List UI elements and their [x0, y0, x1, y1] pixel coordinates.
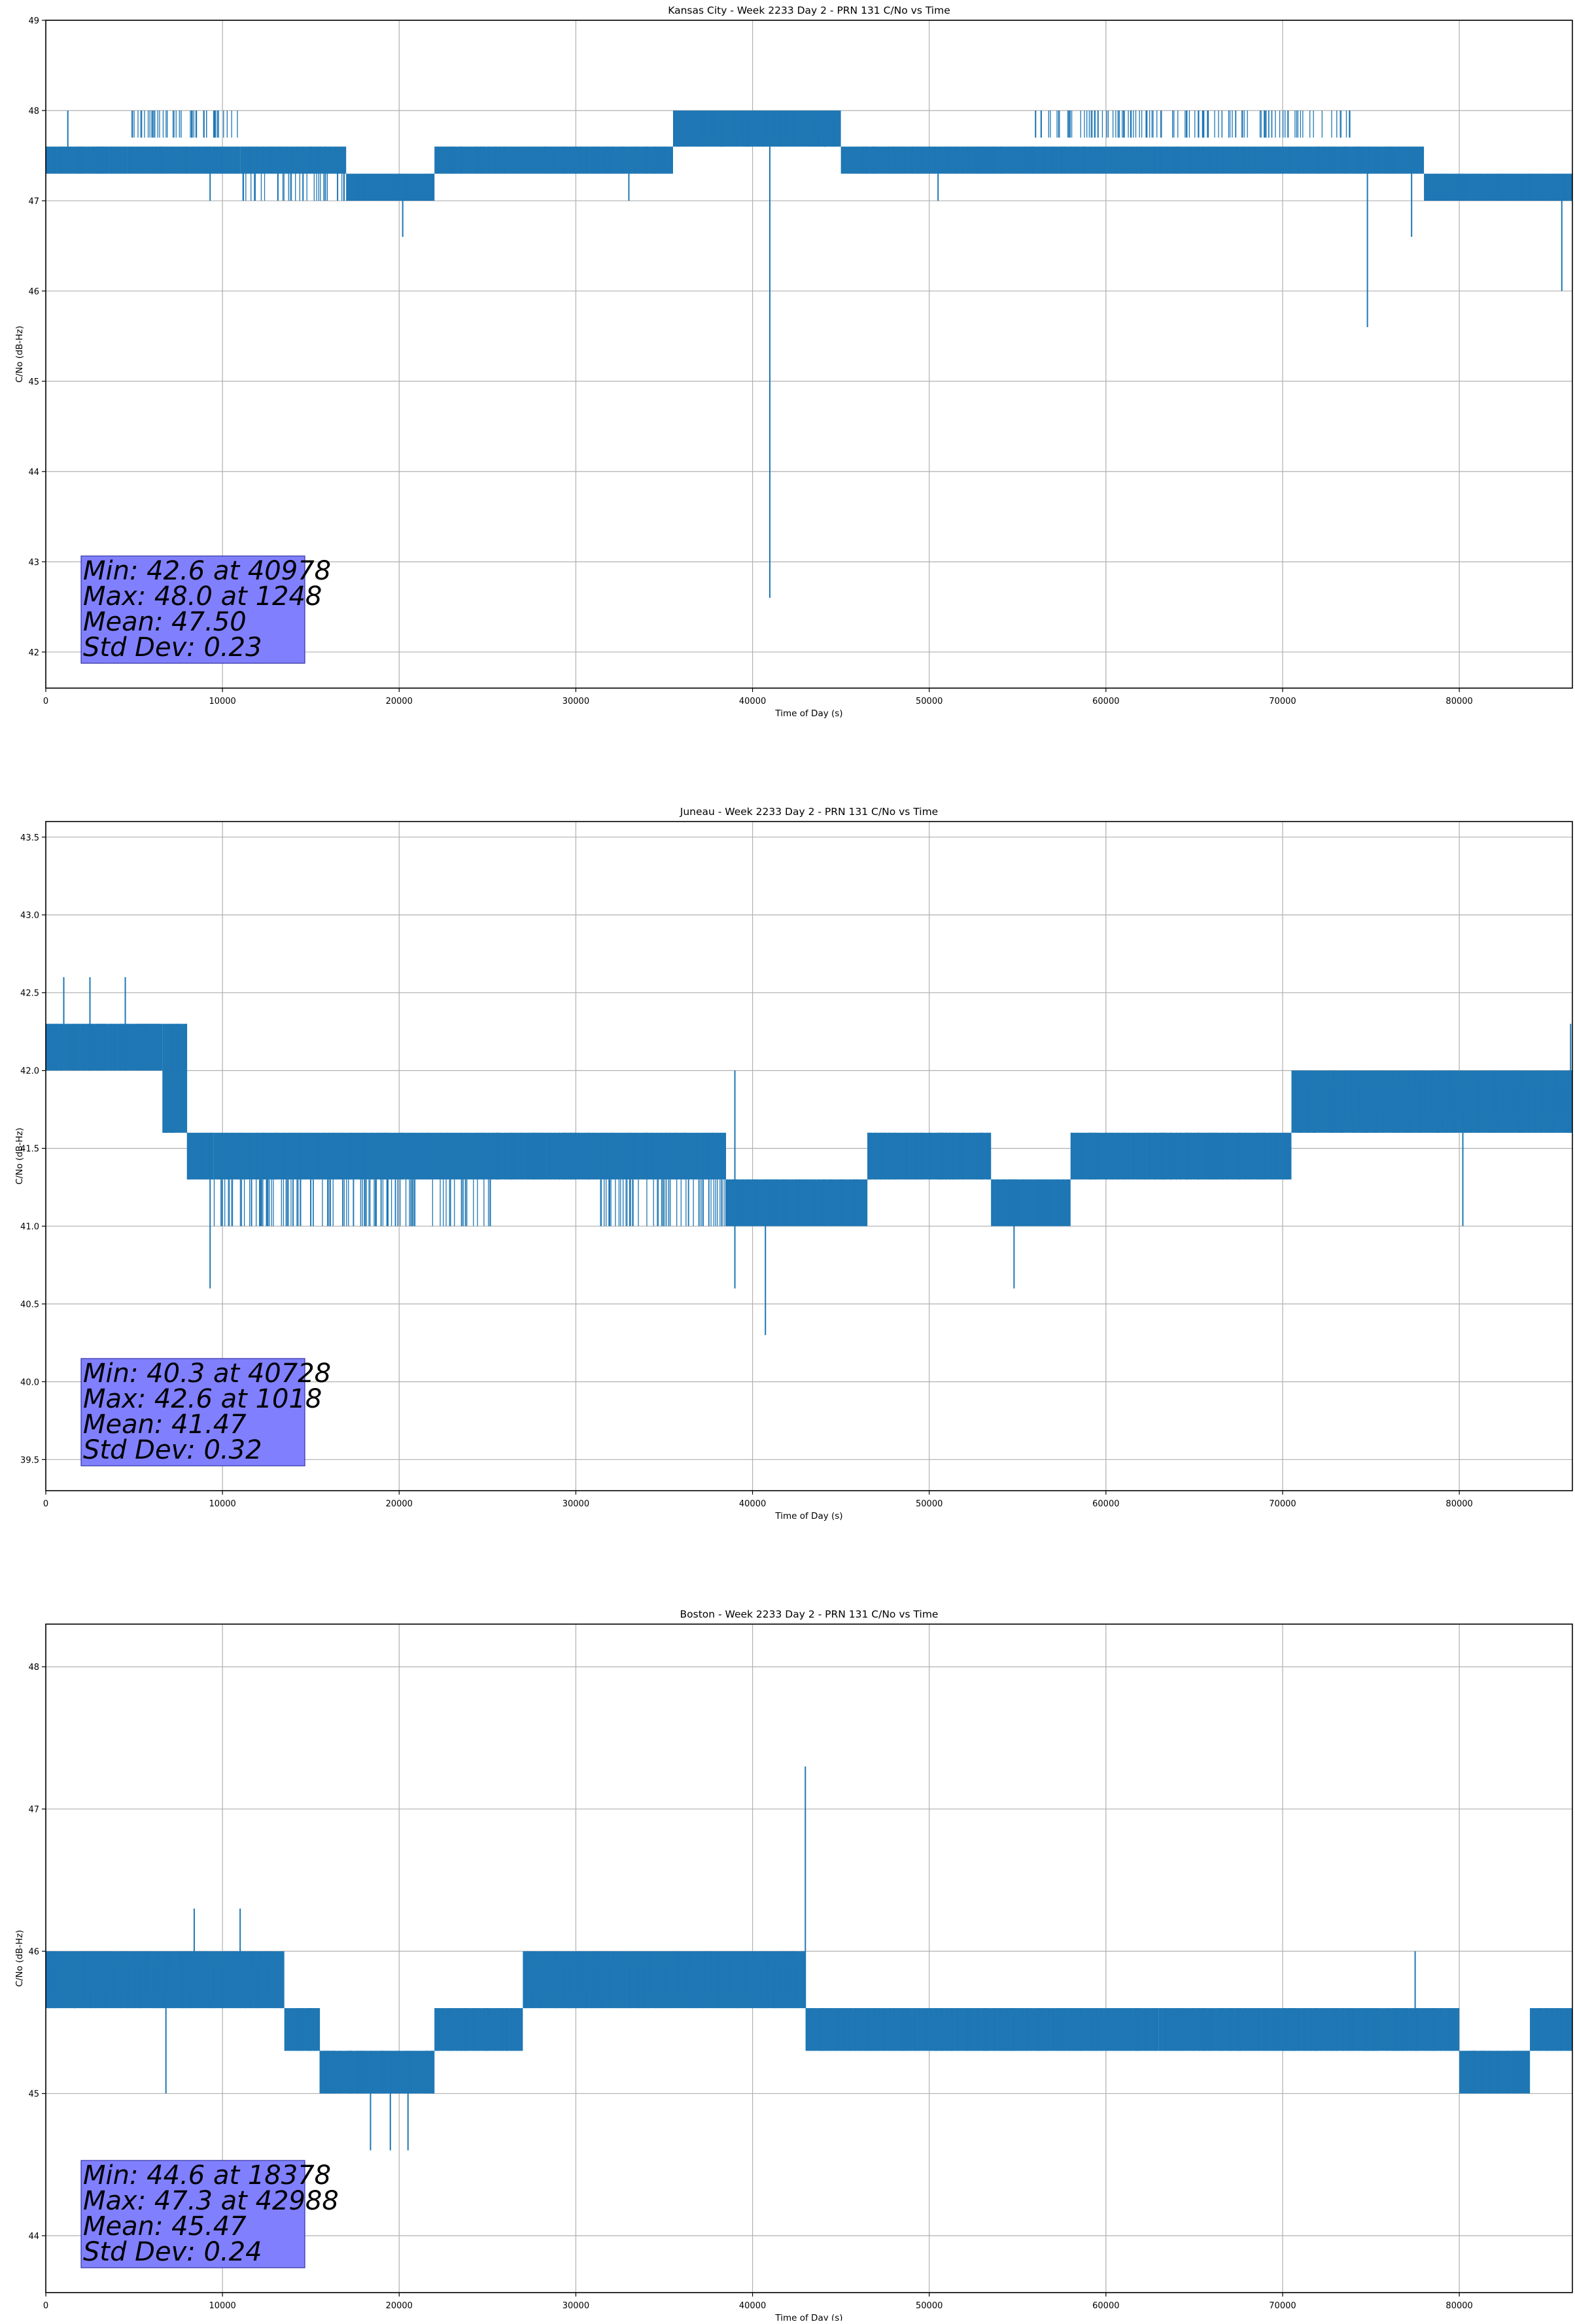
stats-line: Max: 47.3 at 42988 — [83, 2186, 339, 2216]
x-axis-label: Time of Day (s) — [774, 1511, 842, 1521]
y-axis-label: C/No (dB-Hz) — [14, 1930, 25, 1986]
x-tick-label: 30000 — [562, 2301, 589, 2311]
x-tick-label: 0 — [43, 697, 48, 706]
stats-line: Min: 40.3 at 40728 — [83, 1359, 331, 1389]
y-tick-label: 43 — [28, 558, 39, 568]
x-tick-label: 20000 — [386, 2301, 413, 2311]
band-core — [46, 1024, 163, 1071]
x-tick-label: 50000 — [916, 1499, 943, 1509]
chart-2: 0 10000 20000 30000 40000 50000 60000 70000 8000… — [14, 1608, 1573, 2323]
x-tick-label: 80000 — [1445, 2301, 1472, 2311]
x-tick-label: 10000 — [209, 697, 235, 706]
x-tick-label: 70000 — [1269, 697, 1296, 706]
x-tick-label: 40000 — [739, 1499, 766, 1509]
y-tick-label: 45 — [28, 2090, 39, 2100]
x-tick-label: 60000 — [1092, 2301, 1119, 2311]
stats-line: Mean: 45.47 — [83, 2211, 247, 2242]
axes-frame — [45, 821, 1573, 1491]
stats-line: Max: 42.6 at 1018 — [83, 1384, 322, 1414]
band-core — [1530, 2008, 1572, 2051]
x-tick-label: 70000 — [1269, 2301, 1296, 2311]
stats-line: Std Dev: 0.23 — [83, 633, 262, 663]
stats-line: Std Dev: 0.32 — [83, 1435, 262, 1465]
y-tick-label: 48 — [28, 107, 39, 116]
stats-line: Max: 48.0 at 1248 — [83, 581, 322, 612]
y-tick-label: 43.0 — [20, 911, 39, 921]
chart-title: Boston - Week 2233 Day 2 - PRN 131 C/No … — [680, 1608, 939, 1620]
y-tick-label: 47 — [28, 1805, 39, 1815]
x-tick-label: 40000 — [739, 697, 766, 706]
y-tick-label: 42.5 — [20, 989, 39, 999]
axes-frame — [45, 1623, 1573, 2293]
y-tick-label: 41.5 — [20, 1145, 39, 1154]
x-tick-label: 10000 — [209, 2301, 235, 2311]
axes-frame — [45, 20, 1573, 689]
y-tick-label: 39.5 — [20, 1455, 39, 1465]
stats-line: Min: 42.6 at 40978 — [83, 556, 331, 586]
y-tick-label: 45 — [28, 377, 39, 387]
x-tick-label: 0 — [43, 2301, 48, 2311]
x-tick-label: 10000 — [209, 1499, 235, 1509]
band-core — [840, 147, 1035, 174]
stats-box — [80, 555, 305, 664]
x-tick-label: 30000 — [562, 1499, 589, 1509]
y-tick-label: 49 — [28, 16, 39, 26]
x-tick-label: 70000 — [1269, 1499, 1296, 1509]
x-tick-label: 0 — [43, 1499, 48, 1509]
y-tick-label: 40.5 — [20, 1300, 39, 1310]
band-core — [319, 2051, 435, 2094]
y-tick-label: 44 — [28, 2232, 39, 2242]
band-core — [1035, 147, 1354, 174]
x-axis-label: Time of Day (s) — [774, 708, 842, 719]
chart-title: Kansas City - Week 2233 Day 2 - PRN 131 … — [668, 5, 950, 16]
stats-line: Std Dev: 0.24 — [83, 2237, 262, 2267]
chart-0: 0 10000 20000 30000 40000 50000 60000 70000 8000… — [14, 5, 1573, 719]
x-axis-label: Time of Day (s) — [774, 2313, 842, 2321]
x-tick-label: 40000 — [739, 2301, 766, 2311]
x-tick-label: 50000 — [916, 697, 943, 706]
x-tick-label: 20000 — [386, 1499, 413, 1509]
chart-1: 0 10000 20000 30000 40000 50000 60000 70000 8000… — [14, 806, 1573, 1521]
x-tick-label: 20000 — [386, 697, 413, 706]
y-tick-label: 46 — [28, 1947, 39, 1957]
series-cno — [46, 110, 1572, 598]
x-tick-label: 80000 — [1445, 1499, 1472, 1509]
stats-box — [80, 2160, 305, 2268]
y-tick-label: 43.5 — [20, 833, 39, 843]
x-tick-label: 50000 — [916, 2301, 943, 2311]
y-tick-label: 42.0 — [20, 1067, 39, 1077]
y-axis-label: C/No (dB-Hz) — [14, 1128, 25, 1185]
stats-line: Mean: 41.47 — [83, 1410, 247, 1440]
x-tick-label: 60000 — [1092, 1499, 1119, 1509]
x-tick-label: 60000 — [1092, 697, 1119, 706]
stats-line: Min: 44.6 at 18378 — [83, 2160, 331, 2191]
y-tick-label: 41.0 — [20, 1223, 39, 1232]
chart-title: Juneau - Week 2233 Day 2 - PRN 131 C/No … — [680, 806, 938, 818]
band-core — [434, 2008, 523, 2051]
x-tick-label: 80000 — [1445, 697, 1472, 706]
y-tick-label: 46 — [28, 287, 39, 297]
y-axis-label: C/No (dB-Hz) — [14, 326, 25, 383]
band-core — [46, 147, 128, 174]
y-tick-label: 40.0 — [20, 1378, 39, 1387]
stats-line: Mean: 47.50 — [83, 607, 247, 637]
y-tick-label: 44 — [28, 468, 39, 477]
band-core — [593, 1132, 727, 1180]
y-tick-label: 42 — [28, 648, 39, 658]
x-tick-label: 30000 — [562, 697, 589, 706]
stats-box — [80, 1358, 305, 1466]
y-tick-label: 48 — [28, 1663, 39, 1673]
y-tick-label: 47 — [28, 197, 39, 207]
series-cno — [46, 977, 1572, 1336]
series-cno — [46, 1766, 1572, 2151]
